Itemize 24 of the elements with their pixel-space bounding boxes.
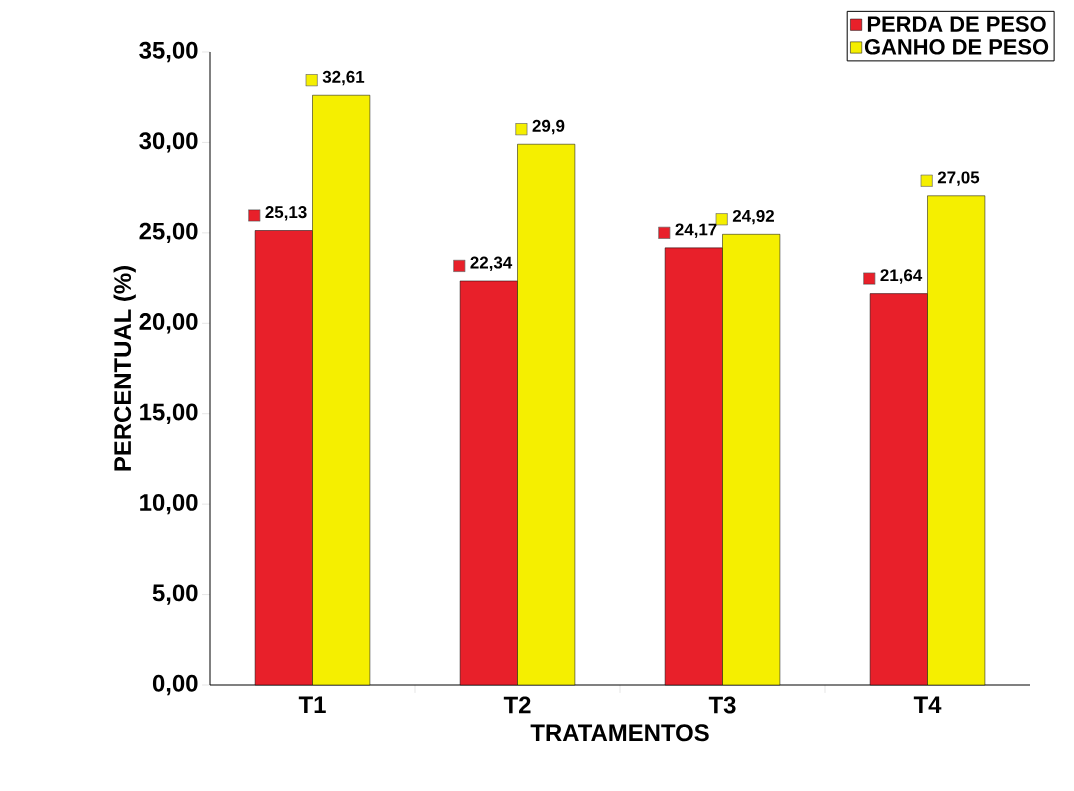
x-tick-label: T2 [503, 696, 531, 714]
x-tick-label: T1 [298, 696, 326, 713]
y-axis-title: PERCENTUAL (%) [113, 266, 136, 471]
data-label: 22,34 [470, 256, 513, 272]
x-axis-title: TRATAMENTOS [530, 724, 709, 742]
data-label: 32,61 [322, 70, 365, 86]
x-tick-label: T4 [913, 696, 942, 713]
data-label: 24,17 [675, 223, 717, 238]
data-label: 21,64 [880, 269, 923, 284]
data-label: 25,13 [265, 206, 307, 221]
y-tick-label: 5,00 [152, 584, 198, 605]
y-tick-label: 25,00 [139, 222, 198, 244]
y-tick-label: 0,00 [152, 674, 198, 696]
legend-label: GANHO DE PESO [864, 39, 1049, 55]
y-tick-label: 30,00 [139, 132, 198, 153]
legend-label: PERDA DE PESO [867, 16, 1046, 32]
y-tick-label: 15,00 [140, 403, 198, 424]
data-label: 27,05 [937, 171, 980, 186]
y-tick-label: 35,00 [139, 41, 198, 63]
x-tick-label: T3 [708, 696, 736, 714]
y-tick-label: 10,00 [140, 493, 198, 515]
data-label: 29,9 [532, 119, 565, 135]
data-label: 24,92 [732, 209, 774, 225]
y-tick-label: 20,00 [139, 313, 198, 334]
